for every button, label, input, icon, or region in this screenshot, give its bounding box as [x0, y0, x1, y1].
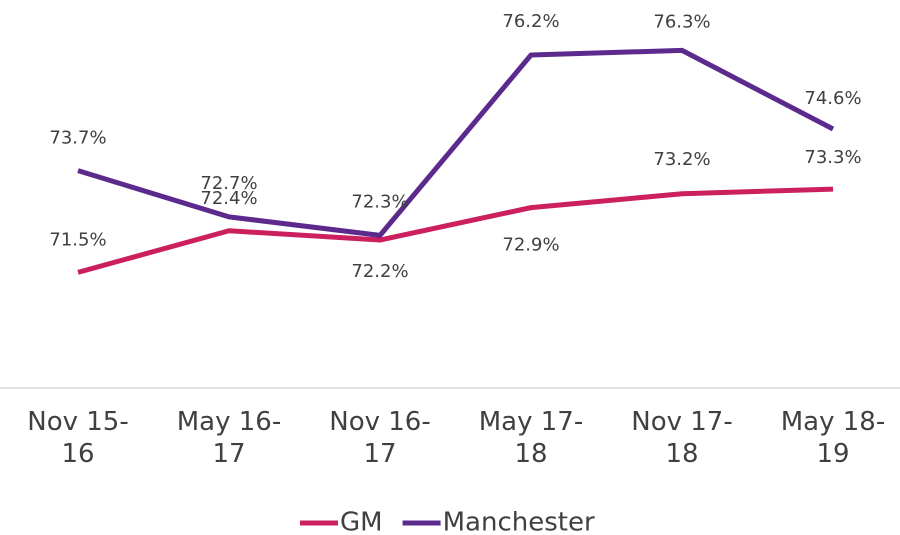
data-label: 72.9%	[502, 235, 559, 256]
data-label: 73.3%	[804, 147, 861, 168]
line-series	[77, 47, 835, 238]
data-label: 73.2%	[653, 149, 710, 170]
legend-label: Manchester	[443, 508, 595, 535]
x-tick-label: Nov 15-16	[27, 407, 129, 469]
data-label: 72.2%	[351, 261, 408, 282]
data-label: 73.7%	[49, 128, 106, 149]
x-tick-label: May 17-18	[478, 407, 584, 469]
x-tick-label: Nov 17-18	[631, 407, 733, 469]
data-label: 72.4%	[200, 188, 257, 209]
legend-label: GM	[340, 508, 383, 535]
data-label: 71.5%	[49, 229, 106, 250]
data-label: 72.7%	[200, 173, 257, 194]
line-series	[77, 186, 834, 275]
data-label: 72.3%	[351, 191, 408, 212]
data-label: 76.3%	[653, 11, 710, 32]
data-label: 76.2%	[502, 11, 559, 32]
x-tick-label: Nov 16-17	[329, 407, 431, 469]
x-tick-label: May 16-17	[176, 407, 282, 469]
x-tick-label: May 18-19	[780, 407, 886, 469]
data-label: 74.6%	[804, 88, 861, 109]
